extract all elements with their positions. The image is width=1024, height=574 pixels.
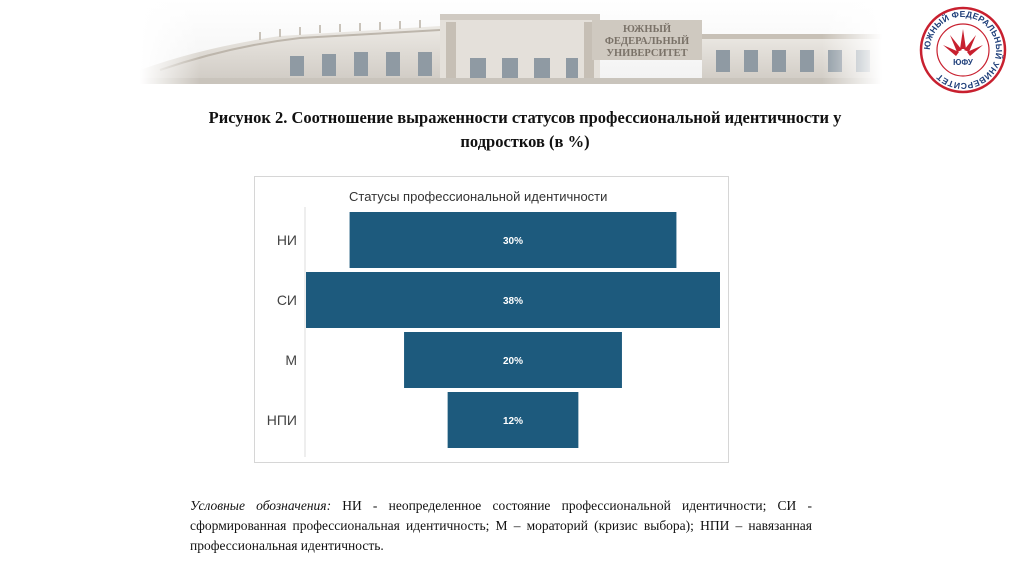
university-logo: ЮЖНЫЙ ФЕДЕРАЛЬНЫЙ УНИВЕРСИТЕТ ЮФУ	[918, 5, 1008, 95]
header-banner: ЮЖНЫЙ ФЕДЕРАЛЬНЫЙ УНИВЕРСИТЕТ	[140, 0, 882, 84]
bar-2	[306, 272, 720, 328]
building-illustration: ЮЖНЫЙ ФЕДЕРАЛЬНЫЙ УНИВЕРСИТЕТ	[140, 0, 882, 84]
bar-1	[349, 212, 677, 268]
chart-frame: Статусы профессиональной идентичности 30…	[254, 176, 729, 463]
bar-4	[447, 392, 579, 448]
building-sign-line-3: УНИВЕРСИТЕТ	[606, 48, 687, 59]
figure-caption: Рисунок 2. Соотношение выраженности стат…	[130, 106, 920, 154]
category-label-3: М	[285, 352, 297, 368]
notation-text: НИ - неопределенное состояние профессион…	[190, 498, 812, 553]
bar-data-label-3: 20%	[503, 356, 523, 367]
category-label-2: СИ	[277, 292, 297, 308]
funnel-chart: Статусы профессиональной идентичности 30…	[267, 189, 720, 457]
figure-caption-line-2: подростков (в %)	[460, 132, 590, 151]
bar-data-label-1: 30%	[503, 236, 523, 247]
category-label-1: НИ	[277, 232, 297, 248]
bar-data-label-2: 38%	[503, 296, 523, 307]
figure-caption-line-1: Рисунок 2. Соотношение выраженности стат…	[208, 108, 842, 127]
building-sign-line-2: ФЕДЕРАЛЬНЫЙ	[605, 35, 689, 47]
bar-data-label-4: 12%	[503, 416, 523, 427]
notation-lead: Условные обозначения:	[190, 498, 332, 513]
bar-3	[404, 332, 622, 388]
logo-abbr: ЮФУ	[953, 58, 974, 67]
notation-legend: Условные обозначения: НИ - неопределенно…	[190, 496, 812, 556]
chart-title: Статусы профессиональной идентичности	[349, 189, 607, 204]
category-label-4: НПИ	[267, 412, 297, 428]
building-sign-line-1: ЮЖНЫЙ	[623, 23, 671, 35]
